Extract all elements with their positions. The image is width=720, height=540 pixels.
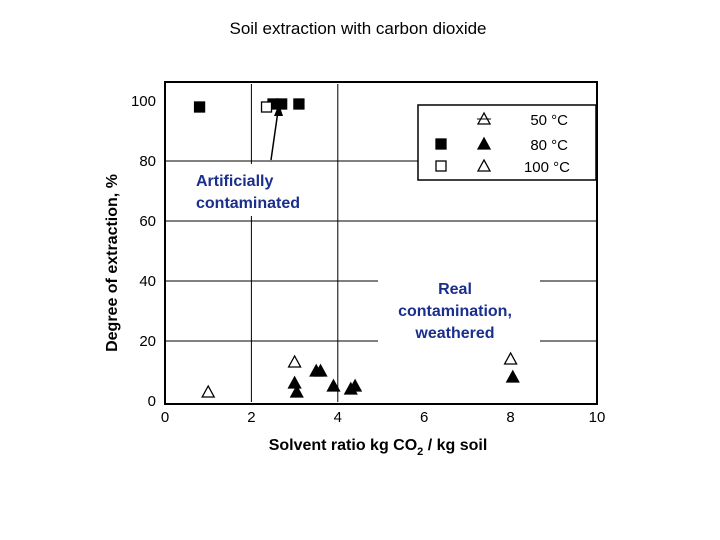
y-tick-label: 0 — [148, 393, 156, 410]
legend-label-80: 80 °C — [530, 137, 568, 154]
legend-label-50: 50 °C — [530, 112, 568, 129]
annotation-artificial-bg — [188, 164, 330, 216]
data-point-square-open — [260, 101, 273, 113]
annotation-real-line1: Real — [438, 281, 472, 298]
x-tick-label: 6 — [420, 409, 428, 426]
x-tick-label: 0 — [161, 409, 169, 426]
annotation-real-bg — [378, 274, 540, 346]
x-tick-label: 8 — [506, 409, 514, 426]
legend-marker-square-filled — [435, 138, 447, 150]
y-tick-label: 40 — [139, 273, 156, 290]
data-point-triangle-filled — [505, 369, 520, 383]
legend-marker-triangle-open — [476, 158, 492, 172]
annotation-real-line2: contamination, — [398, 303, 512, 320]
data-point-square-filled — [275, 98, 288, 110]
data-point-triangle-open — [503, 351, 518, 365]
legend-markers — [435, 111, 492, 172]
y-tick-label: 20 — [139, 333, 156, 350]
legend-box — [417, 104, 597, 181]
data-points — [193, 98, 520, 398]
legend-marker-square-open — [435, 160, 447, 172]
y-tick-label: 80 — [139, 153, 156, 170]
legend: 50 °C 80 °C 100 °C — [417, 104, 597, 181]
data-point-triangle-filled — [347, 378, 363, 392]
annotation-real-line3: weathered — [414, 325, 494, 342]
data-point-square-filled — [193, 101, 206, 113]
x-axis-label-main: Solvent ratio kg CO — [269, 437, 417, 454]
chart-title: Soil extraction with carbon dioxide — [229, 19, 486, 38]
x-tick-label: 4 — [334, 409, 342, 426]
annotation-artificial: Artificially contaminated — [188, 104, 330, 216]
data-point-square-filled — [293, 98, 305, 110]
legend-marker-triangle-filled — [476, 136, 492, 150]
annotation-artificial-line2: contaminated — [196, 195, 300, 212]
x-axis-label-rest: / kg soil — [423, 437, 487, 454]
annotation-arrowhead — [274, 104, 283, 116]
data-point-triangle-open — [201, 384, 216, 398]
annotation-arrow — [270, 110, 279, 161]
x-tick-label: 10 — [589, 409, 606, 426]
data-point-triangle-filled — [287, 375, 302, 389]
data-point-triangle-open — [287, 354, 302, 368]
legend-label-100: 100 °C — [524, 159, 570, 176]
data-point-triangle-filled — [326, 378, 341, 392]
annotation-real: Real contamination, weathered — [378, 274, 540, 346]
x-axis-label: Solvent ratio kg CO2 / kg soil — [269, 437, 488, 458]
x-axis-label-subscript: 2 — [417, 446, 423, 458]
data-point-triangle-filled — [289, 384, 304, 398]
y-tick-label: 100 — [131, 93, 156, 110]
x-tick-label: 2 — [247, 409, 255, 426]
y-axis-label: Degree of extraction, % — [104, 174, 121, 352]
y-tick-label: 60 — [139, 213, 156, 230]
data-point-triangle-filled — [313, 363, 328, 377]
annotation-artificial-line1: Artificially — [196, 173, 273, 190]
